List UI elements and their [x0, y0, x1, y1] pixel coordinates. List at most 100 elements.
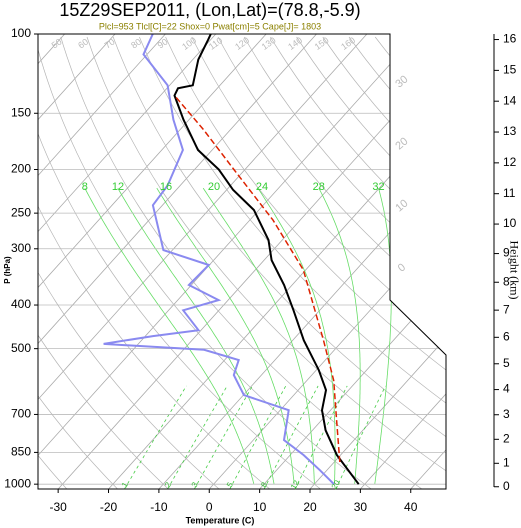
isotherm-label: 20 [393, 135, 410, 152]
y-axis-label: P (hPa) [3, 256, 12, 284]
x-tick-label: -20 [100, 500, 118, 514]
y2-tick-label: 14 [503, 93, 517, 107]
y2-tick-label: 16 [503, 32, 517, 46]
profile-line [103, 34, 335, 485]
dry-adiabat [38, 36, 321, 489]
isotherm [38, 34, 116, 489]
isotherm [158, 34, 446, 489]
dry-adiabat [139, 36, 446, 489]
dry-adiabat-label: 160 [339, 35, 357, 52]
dry-adiabat-label: 90 [156, 37, 170, 51]
isotherm [108, 34, 446, 489]
y-tick-label: 200 [11, 162, 31, 176]
isotherm [57, 34, 446, 489]
y2-tick-label: 0 [503, 479, 510, 493]
profile-line [173, 95, 341, 463]
y2-tick-label: 13 [503, 124, 517, 138]
mixing-ratio-label: 5 [225, 480, 235, 489]
mixing-ratio-line [124, 385, 187, 489]
dry-adiabat-label: 50 [50, 37, 64, 51]
y-tick-label: 850 [11, 445, 31, 459]
moist-adiabat-label: 12 [112, 181, 124, 193]
y2-axis-label: Height (km) [507, 241, 521, 300]
isotherm [309, 34, 446, 489]
moist-adiabat [257, 187, 336, 485]
dry-adiabat [38, 36, 270, 489]
dry-adiabat-label: 60 [76, 37, 90, 51]
y2-tick-label: 8 [503, 274, 510, 288]
dry-adiabat [217, 36, 446, 489]
dry-adiabat-label: 80 [129, 37, 143, 51]
mixing-ratio-label: 3 [190, 480, 200, 489]
dry-adiabat [270, 36, 446, 489]
moist-adiabat-label: 16 [160, 181, 172, 193]
dry-adiabat [322, 36, 446, 489]
y2-tick-label: 3 [503, 407, 510, 421]
y2-tick-label: 2 [503, 431, 510, 445]
dry-adiabat [38, 36, 169, 489]
x-tick-label: -30 [49, 500, 67, 514]
mixing-ratio-line [335, 385, 386, 489]
dry-adiabat-label: 70 [103, 37, 117, 51]
y-tick-label: 300 [11, 241, 31, 255]
y-tick-label: 1000 [4, 476, 31, 490]
isotherm [38, 34, 368, 489]
dry-adiabat [38, 36, 220, 489]
x-tick-label: -10 [150, 500, 168, 514]
mixing-ratio-label: 2 [163, 480, 173, 489]
y-tick-label: 700 [11, 407, 31, 421]
moist-adiabat [117, 187, 275, 485]
y2-tick-label: 12 [503, 155, 517, 169]
isotherm [38, 34, 418, 489]
dry-adiabat-label: 100 [180, 35, 198, 52]
dry-adiabat-label: 140 [286, 35, 304, 52]
dry-adiabat [86, 36, 446, 489]
moist-adiabat [318, 187, 361, 485]
y2-tick-label: 11 [503, 186, 516, 200]
y2-tick-label: 10 [503, 216, 517, 230]
y-tick-label: 150 [11, 105, 31, 119]
dry-adiabat [60, 36, 423, 489]
moist-adiabat-label: 20 [208, 181, 220, 193]
isotherm [208, 34, 446, 489]
x-axis-label: Temperature (C) [186, 515, 255, 525]
x-tick-label: 30 [354, 500, 368, 514]
chart-subtitle: Plcl=953 Tlcl[C]=22 Shox=0 Pwat[cm]=5 Ca… [99, 21, 321, 31]
y2-tick-label: 1 [503, 455, 510, 469]
dry-adiabat [165, 36, 446, 489]
dry-adiabat [38, 36, 372, 489]
moist-adiabat [374, 188, 392, 485]
y-tick-label: 500 [11, 341, 31, 355]
mixing-ratio-line [167, 385, 228, 489]
mixing-ratio-line [263, 385, 319, 489]
isotherm [360, 34, 446, 489]
y2-tick-label: 6 [503, 329, 510, 343]
dry-adiabat [191, 36, 446, 489]
x-tick-label: 20 [303, 500, 317, 514]
moist-adiabat-label: 32 [372, 181, 384, 193]
isotherm [38, 34, 166, 489]
mixing-ratio-label: 8 [259, 480, 269, 489]
moist-adiabat [202, 187, 315, 485]
y2-tick-label: 7 [503, 302, 510, 316]
plot-frame [37, 33, 447, 490]
moist-adiabat-label: 28 [313, 181, 325, 193]
dry-adiabat [38, 36, 118, 489]
dry-adiabat-label: 120 [233, 35, 251, 52]
y2-tick-label: 15 [503, 63, 517, 77]
isotherm [38, 34, 317, 489]
x-tick-label: 10 [253, 500, 267, 514]
dry-adiabat [112, 36, 446, 489]
isotherm [38, 34, 267, 489]
isotherm-label: 0 [396, 261, 408, 274]
isotherm [259, 34, 446, 489]
y2-tick-label: 9 [503, 246, 510, 260]
x-tick-label: 40 [404, 500, 418, 514]
isotherm-label: 10 [393, 197, 410, 214]
moist-adiabat [84, 187, 255, 485]
dry-adiabat-label: 130 [260, 35, 278, 52]
y-tick-label: 100 [11, 26, 31, 40]
plot-area [38, 34, 446, 489]
x-tick-label: 0 [206, 500, 213, 514]
